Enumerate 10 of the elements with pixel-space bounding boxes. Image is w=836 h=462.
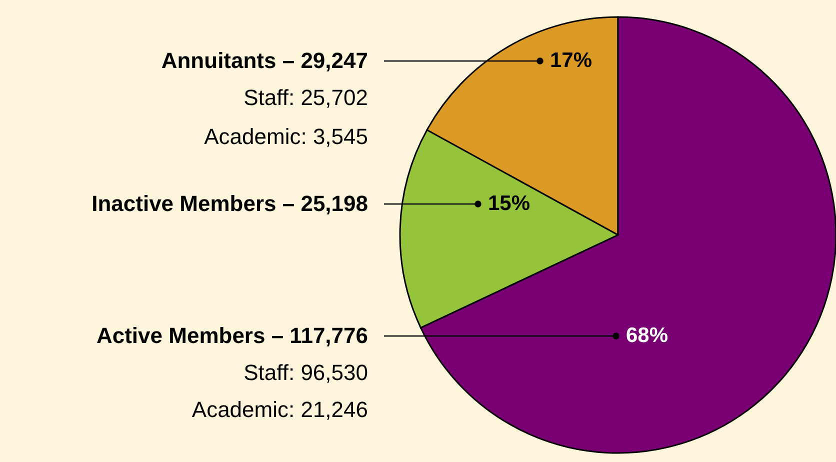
data-label: 17% (550, 49, 592, 72)
text: Academic: 3,545 (204, 124, 368, 149)
text: Staff: 96,530 (244, 360, 368, 385)
slice-label: Active Members – 117,776 (96, 323, 368, 348)
text: Academic: 21,246 (192, 397, 368, 422)
text: Staff: 25,702 (244, 85, 368, 110)
data-label: 15% (488, 192, 530, 215)
data-label: 68% (626, 324, 668, 347)
slice-label: Annuitants – 29,247 (161, 48, 368, 73)
slice-label: Inactive Members – 25,198 (92, 191, 368, 216)
